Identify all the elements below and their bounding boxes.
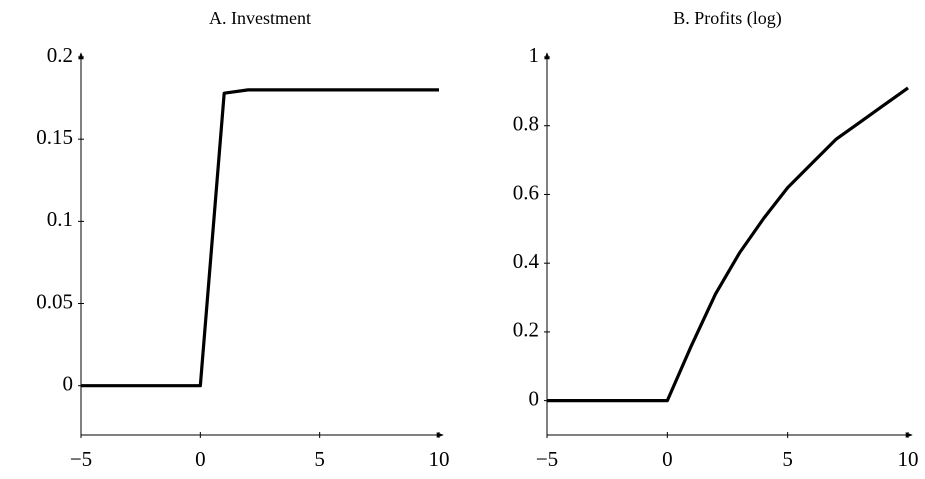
- chart-title: A. Investment: [209, 8, 311, 28]
- line-series: [81, 88, 439, 388]
- y-tick-label: 0: [63, 372, 74, 396]
- y-tick-label: 0.05: [36, 289, 73, 313]
- chart-title: B. Profits (log): [673, 8, 782, 29]
- x-tick-label: 10: [429, 447, 450, 471]
- line-series: [547, 86, 909, 403]
- y-tick-label: 0.2: [47, 43, 73, 67]
- x-tick-label: 5: [314, 447, 325, 471]
- y-tick-label: 0.15: [36, 125, 73, 149]
- x-tick-label: 5: [782, 447, 793, 471]
- y-tick-label: 0: [529, 386, 540, 410]
- x-tick-label: −5: [536, 447, 558, 471]
- y-tick-label: 0.4: [513, 249, 540, 273]
- x-tick-label: 0: [195, 447, 206, 471]
- y-tick-label: 1: [529, 43, 540, 67]
- y-tick-label: 0.8: [513, 112, 539, 136]
- y-tick-label: 0.2: [513, 318, 539, 342]
- y-tick-label: 0.1: [47, 207, 73, 231]
- x-tick-label: −5: [70, 447, 92, 471]
- x-tick-label: 0: [662, 447, 673, 471]
- y-tick-label: 0.6: [513, 180, 539, 204]
- x-tick-label: 10: [898, 447, 919, 471]
